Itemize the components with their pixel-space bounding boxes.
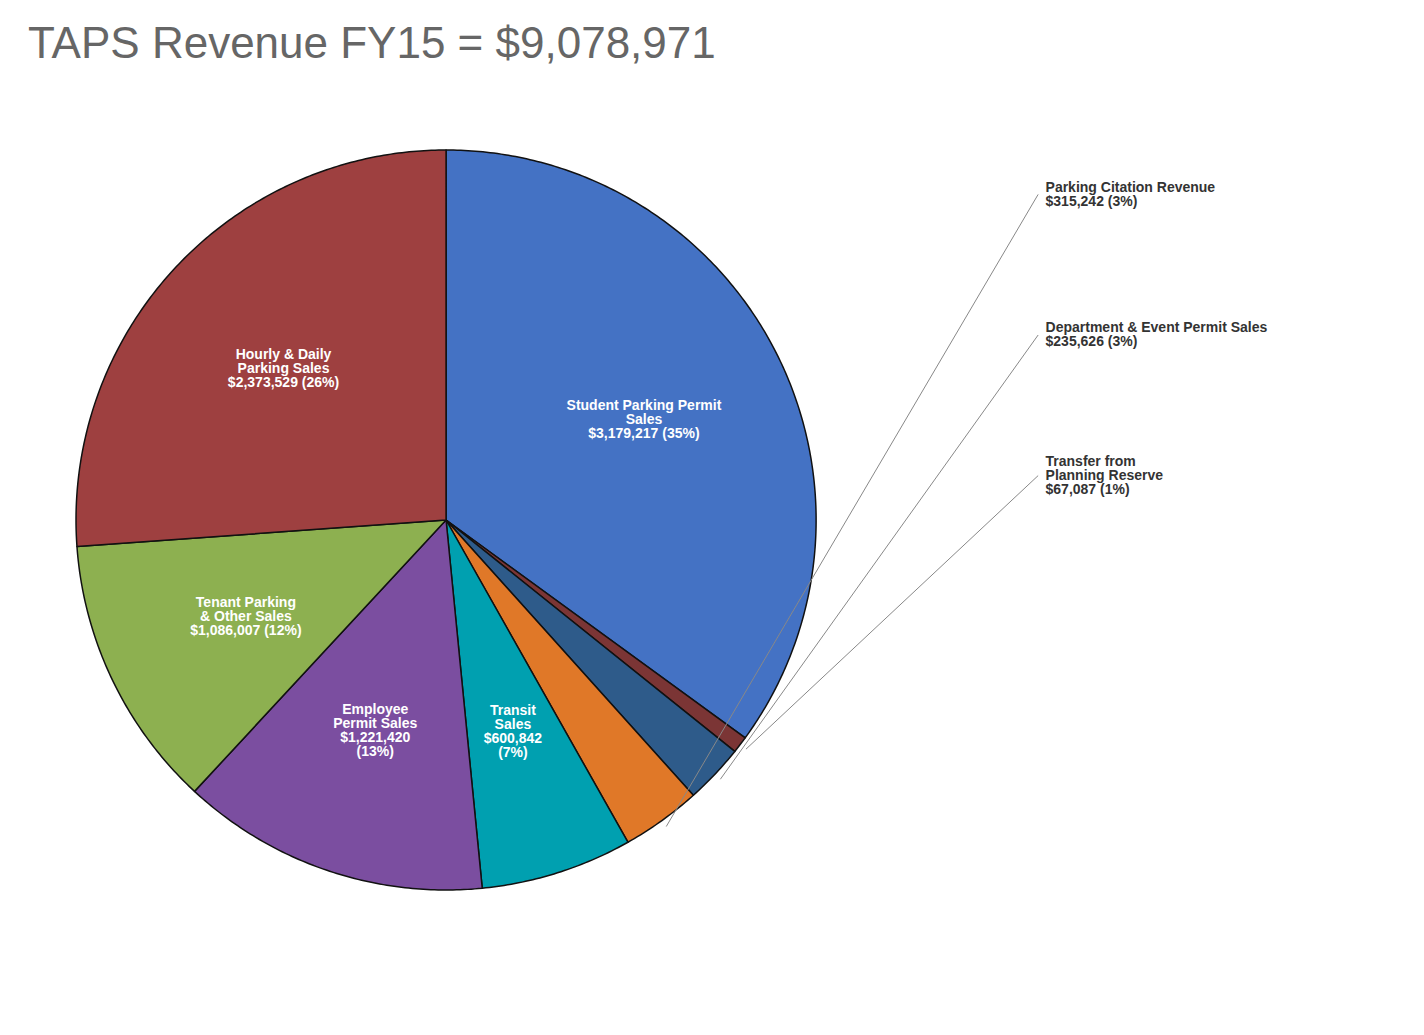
- svg-text:Department & Event Permit Sale: Department & Event Permit Sales$235,626 …: [1046, 319, 1268, 349]
- html-text:TAPS Revenue FY15 = $9,078,971: TAPS Revenue FY15 = $9,078,971: [28, 18, 716, 67]
- svg-text:Hourly & DailyParking Sales$2,: Hourly & DailyParking Sales$2,373,529 (2…: [228, 346, 339, 390]
- svg-text:Tenant Parking& Other Sales$1,: Tenant Parking& Other Sales$1,086,007 (1…: [190, 594, 301, 638]
- svg-text:Student Parking PermitSales$3,: Student Parking PermitSales$3,179,217 (3…: [567, 397, 722, 441]
- svg-text:Transfer fromPlanning Reserve$: Transfer fromPlanning Reserve$67,087 (1%…: [1046, 453, 1164, 497]
- svg-text:EmployeePermit Sales$1,221,420: EmployeePermit Sales$1,221,420(13%): [333, 701, 417, 759]
- svg-text:Parking Citation Revenue$315,2: Parking Citation Revenue$315,242 (3%): [1046, 179, 1216, 209]
- svg-text:TransitSales$600,842(7%): TransitSales$600,842(7%): [484, 702, 543, 760]
